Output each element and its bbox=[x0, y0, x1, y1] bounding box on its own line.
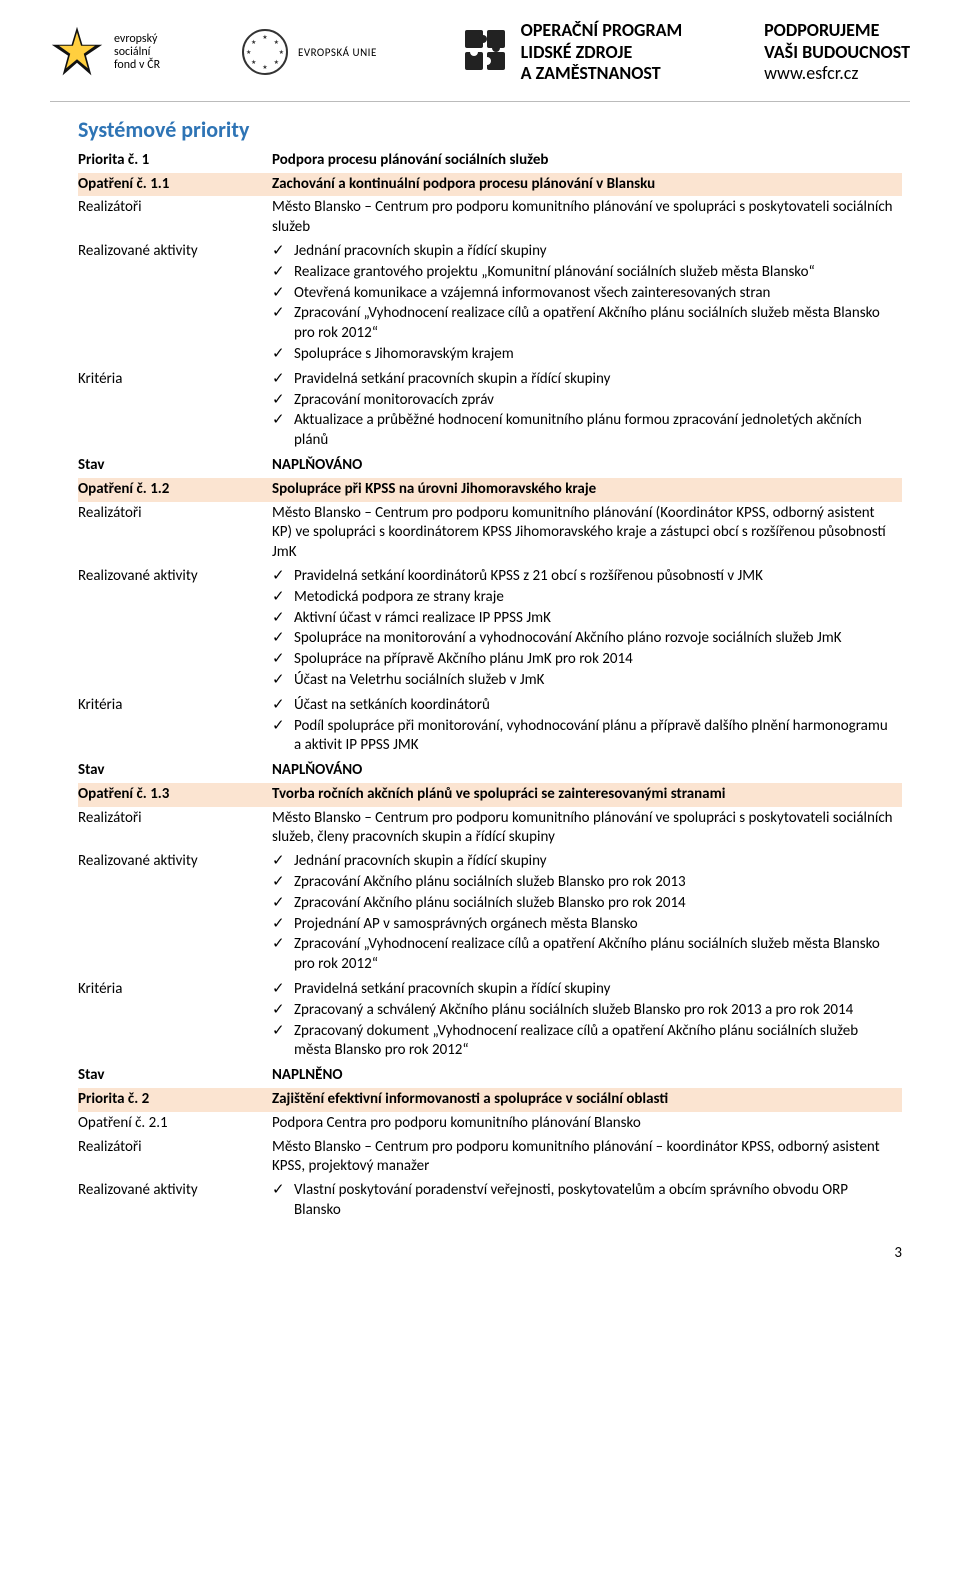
o13-realizatori: Město Blansko – Centrum pro podporu komu… bbox=[272, 807, 902, 851]
promo-text: PODPORUJEME VAŠI BUDOUCNOST www.esfcr.cz bbox=[764, 20, 910, 85]
list-item: Zpracování monitorovacích zpráv bbox=[294, 391, 896, 411]
opatreni-13-label: Opatření č. 1.3 bbox=[78, 783, 272, 807]
o11-aktivity: Jednání pracovních skupin a řídící skupi… bbox=[272, 240, 902, 368]
promo-line-2: VAŠI BUDOUCNOST bbox=[764, 42, 910, 64]
kriteria-label: Kritéria bbox=[78, 368, 272, 454]
esf-line-3: fond v ČR bbox=[114, 59, 160, 72]
list-item: Metodická podpora ze strany kraje bbox=[294, 588, 896, 608]
priorita-1-title: Podpora procesu plánování sociálních slu… bbox=[272, 149, 902, 173]
aktivity-label: Realizované aktivity bbox=[78, 240, 272, 368]
opatreni-11-label: Opatření č. 1.1 bbox=[78, 173, 272, 197]
op-logo: OPERAČNÍ PROGRAM LIDSKÉ ZDROJE A ZAMĚSTN… bbox=[459, 20, 683, 85]
list-item: Spolupráce na přípravě Akčního plánu JmK… bbox=[294, 650, 896, 670]
o13-stav: NAPLNĚNO bbox=[272, 1064, 902, 1088]
list-item: Spolupráce na monitorování a vyhodnocová… bbox=[294, 629, 896, 649]
stav-label: Stav bbox=[78, 454, 272, 478]
list-item: Jednání pracovních skupin a řídící skupi… bbox=[294, 852, 896, 872]
realizatori-label: Realizátoři bbox=[78, 807, 272, 851]
list-item: Účast na setkáních koordinátorů bbox=[294, 696, 896, 716]
o12-realizatori: Město Blansko – Centrum pro podporu komu… bbox=[272, 502, 902, 565]
list-item: Zpracovaný dokument „Vyhodnocení realiza… bbox=[294, 1022, 896, 1062]
eu-label: EVROPSKÁ UNIE bbox=[298, 46, 377, 59]
stav-label: Stav bbox=[78, 759, 272, 783]
list-item: Pravidelná setkání pracovních skupin a ř… bbox=[294, 370, 896, 390]
op-line-3: A ZAMĚSTNANOST bbox=[521, 63, 683, 85]
list-item: Projednání AP v samosprávných orgánech m… bbox=[294, 915, 896, 935]
list-item: Otevřená komunikace a vzájemná informova… bbox=[294, 284, 896, 304]
header-logos: evropský sociální fond v ČR ★ ★ ★ ★ ★ ★ … bbox=[0, 0, 960, 95]
aktivity-label: Realizované aktivity bbox=[78, 565, 272, 694]
opatreni-12-label: Opatření č. 1.2 bbox=[78, 478, 272, 502]
list-item: Aktualizace a průběžné hodnocení komunit… bbox=[294, 411, 896, 451]
list-item: Podíl spolupráce při monitorování, vyhod… bbox=[294, 717, 896, 757]
o13-kriteria: Pravidelná setkání pracovních skupin a ř… bbox=[272, 978, 902, 1064]
realizatori-label: Realizátoři bbox=[78, 196, 272, 240]
o13-aktivity: Jednání pracovních skupin a řídící skupi… bbox=[272, 850, 902, 978]
eu-ring-icon: ★ ★ ★ ★ ★ ★ ★ ★ bbox=[242, 29, 288, 75]
o12-kriteria: Účast na setkáních koordinátorů Podíl sp… bbox=[272, 694, 902, 759]
opatreni-11-title: Zachování a kontinuální podpora procesu … bbox=[272, 173, 902, 197]
priorita-2-title: Zajištění efektivní informovanosti a spo… bbox=[272, 1088, 902, 1112]
o11-realizatori: Město Blansko – Centrum pro podporu komu… bbox=[272, 196, 902, 240]
list-item: Zpracování „Vyhodnocení realizace cílů a… bbox=[294, 935, 896, 975]
list-item: Realizace grantového projektu „Komunitní… bbox=[294, 263, 896, 283]
priorita-2-label: Priorita č. 2 bbox=[78, 1088, 272, 1112]
esf-label: evropský sociální fond v ČR bbox=[114, 33, 160, 73]
o12-stav: NAPLŇOVÁNO bbox=[272, 759, 902, 783]
list-item: Zpracování Akčního plánu sociálních služ… bbox=[294, 894, 896, 914]
opatreni-13-title: Tvorba ročních akčních plánů ve spoluprá… bbox=[272, 783, 902, 807]
page-number: 3 bbox=[0, 1224, 960, 1262]
o21-realizatori: Město Blansko – Centrum pro podporu komu… bbox=[272, 1136, 902, 1180]
promo-line-1: PODPORUJEME bbox=[764, 20, 910, 42]
section-title: Systémové priority bbox=[78, 116, 902, 143]
aktivity-label: Realizované aktivity bbox=[78, 1179, 272, 1224]
page: evropský sociální fond v ČR ★ ★ ★ ★ ★ ★ … bbox=[0, 0, 960, 1302]
header-divider bbox=[50, 101, 910, 102]
kriteria-label: Kritéria bbox=[78, 694, 272, 759]
o12-aktivity: Pravidelná setkání koordinátorů KPSS z 2… bbox=[272, 565, 902, 694]
list-item: Jednání pracovních skupin a řídící skupi… bbox=[294, 242, 896, 262]
esf-logo: evropský sociální fond v ČR bbox=[50, 25, 160, 79]
o11-kriteria: Pravidelná setkání pracovních skupin a ř… bbox=[272, 368, 902, 454]
opatreni-21-title: Podpora Centra pro podporu komunitního p… bbox=[272, 1112, 902, 1136]
list-item: Zpracovaný a schválený Akčního plánu soc… bbox=[294, 1001, 896, 1021]
esf-star-icon bbox=[50, 25, 104, 79]
opatreni-21-label: Opatření č. 2.1 bbox=[78, 1112, 272, 1136]
priorities-table: Priorita č. 1 Podpora procesu plánování … bbox=[78, 149, 902, 1224]
list-item: Spolupráce s Jihomoravským krajem bbox=[294, 345, 896, 365]
aktivity-label: Realizované aktivity bbox=[78, 850, 272, 978]
promo-line-3: www.esfcr.cz bbox=[764, 63, 910, 85]
realizatori-label: Realizátoři bbox=[78, 502, 272, 565]
stav-label: Stav bbox=[78, 1064, 272, 1088]
list-item: Účast na Veletrhu sociálních služeb v Jm… bbox=[294, 671, 896, 691]
opatreni-12-title: Spolupráce při KPSS na úrovni Jihomoravs… bbox=[272, 478, 902, 502]
list-item: Zpracování „Vyhodnocení realizace cílů a… bbox=[294, 304, 896, 344]
o11-stav: NAPLŇOVÁNO bbox=[272, 454, 902, 478]
op-text: OPERAČNÍ PROGRAM LIDSKÉ ZDROJE A ZAMĚSTN… bbox=[521, 20, 683, 85]
op-line-1: OPERAČNÍ PROGRAM bbox=[521, 20, 683, 42]
realizatori-label: Realizátoři bbox=[78, 1136, 272, 1180]
content-area: Systémové priority Priorita č. 1 Podpora… bbox=[0, 116, 960, 1224]
eu-logo: ★ ★ ★ ★ ★ ★ ★ ★ EVROPSKÁ UNIE bbox=[242, 29, 377, 75]
list-item: Pravidelná setkání koordinátorů KPSS z 2… bbox=[294, 567, 896, 587]
list-item: Vlastní poskytování poradenství veřejnos… bbox=[294, 1181, 896, 1221]
esf-line-2: sociální bbox=[114, 46, 160, 59]
list-item: Zpracování Akčního plánu sociálních služ… bbox=[294, 873, 896, 893]
o21-aktivity: Vlastní poskytování poradenství veřejnos… bbox=[272, 1179, 902, 1224]
op-line-2: LIDSKÉ ZDROJE bbox=[521, 42, 683, 64]
list-item: Pravidelná setkání pracovních skupin a ř… bbox=[294, 980, 896, 1000]
priorita-1-label: Priorita č. 1 bbox=[78, 149, 272, 173]
esf-line-1: evropský bbox=[114, 33, 160, 46]
puzzle-icon bbox=[459, 24, 511, 81]
list-item: Aktivní účast v rámci realizace IP PPSS … bbox=[294, 609, 896, 629]
kriteria-label: Kritéria bbox=[78, 978, 272, 1064]
